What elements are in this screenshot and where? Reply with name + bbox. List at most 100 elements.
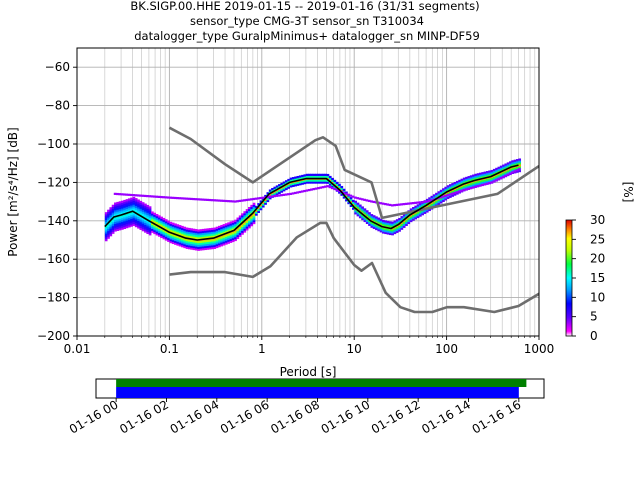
coverage-tick-label: 01-16 08: [268, 397, 322, 436]
density-cell: [174, 229, 177, 232]
density-cell: [375, 216, 378, 219]
density-cell-low: [347, 193, 350, 196]
density-cell: [407, 218, 411, 221]
density-cell: [257, 206, 260, 210]
density-cell-low: [335, 188, 339, 192]
density-cell: [238, 225, 242, 228]
density-cell: [104, 227, 108, 230]
density-cell: [118, 210, 122, 214]
density-cell-low: [222, 199, 226, 202]
density-cell: [412, 218, 415, 221]
density-cell-low: [314, 187, 318, 190]
density-cell: [199, 233, 203, 236]
density-cell: [218, 231, 221, 234]
density-cell: [185, 244, 189, 248]
density-cell: [280, 190, 284, 193]
density-cell: [476, 175, 480, 178]
density-cell: [439, 191, 443, 194]
density-cell: [178, 228, 182, 232]
density-cell: [109, 214, 113, 218]
density-cell: [187, 227, 191, 231]
density-cell: [282, 181, 286, 184]
density-cell: [453, 189, 457, 192]
density-cell-low: [307, 188, 311, 192]
density-cell: [167, 228, 170, 231]
density-cell: [169, 229, 173, 232]
density-cell: [280, 186, 284, 189]
density-cell: [116, 209, 120, 212]
density-cell-low: [390, 204, 394, 207]
density-cell-low: [162, 196, 165, 199]
density-cell: [148, 229, 152, 232]
density-cell-low: [393, 204, 396, 207]
density-cell: [393, 222, 397, 225]
density-cell: [398, 217, 401, 221]
density-cell: [222, 235, 226, 238]
density-cell: [109, 226, 113, 229]
density-cell: [363, 208, 367, 211]
density-cell: [499, 169, 503, 172]
density-cell: [185, 233, 189, 236]
density-cell: [139, 202, 143, 205]
density-cell: [326, 175, 330, 179]
density-cell: [476, 177, 480, 180]
density-cell: [372, 217, 376, 220]
density-cell-low: [407, 202, 410, 205]
density-cell: [178, 230, 182, 234]
density-cell: [252, 220, 256, 223]
density-cell: [326, 173, 330, 177]
density-cell: [502, 166, 505, 169]
density-cell: [181, 225, 184, 229]
density-cell: [146, 227, 150, 231]
density-cell: [139, 223, 143, 227]
density-cell: [192, 232, 196, 235]
density-cell: [118, 218, 122, 221]
density-cell: [137, 220, 140, 223]
density-cell: [132, 223, 136, 226]
density-cell: [416, 213, 420, 217]
density-cell: [296, 181, 300, 184]
density-cell: [130, 214, 133, 218]
density-cell: [127, 204, 131, 207]
density-cell: [421, 211, 424, 214]
density-cell: [134, 200, 138, 203]
density-cell: [111, 225, 115, 229]
y-tick-label: −200: [37, 329, 70, 343]
density-cell: [495, 169, 498, 172]
density-cell: [518, 158, 522, 161]
density-cell: [185, 231, 189, 234]
density-cell: [243, 220, 247, 224]
density-cell: [137, 210, 140, 214]
density-cell: [465, 176, 468, 180]
density-cell: [358, 204, 362, 207]
density-cell: [469, 182, 473, 186]
density-cell: [303, 180, 307, 183]
density-cell: [388, 221, 392, 224]
density-cell: [229, 233, 233, 236]
density-cell: [127, 215, 131, 218]
density-cell: [171, 228, 175, 231]
density-cell-low: [487, 181, 491, 185]
density-cell-low: [243, 199, 246, 202]
density-cell: [432, 200, 436, 203]
density-cell: [104, 233, 108, 236]
density-cell: [123, 209, 127, 212]
density-cell: [356, 206, 360, 209]
density-cell: [402, 214, 406, 217]
density-cell: [109, 230, 113, 233]
density-cell: [375, 220, 378, 223]
density-cell: [208, 245, 212, 248]
density-cell: [174, 236, 177, 240]
density-cell: [409, 216, 413, 219]
density-cell: [368, 212, 371, 215]
density-cell-low: [451, 192, 454, 195]
density-cell: [245, 224, 249, 227]
density-cell: [449, 191, 452, 195]
density-cell-low: [153, 195, 156, 198]
density-cell: [224, 228, 228, 232]
density-cell: [104, 214, 108, 217]
density-cell: [141, 223, 145, 226]
density-cell: [460, 186, 464, 189]
density-cell: [125, 224, 129, 227]
y-tick-label: −160: [37, 252, 70, 266]
